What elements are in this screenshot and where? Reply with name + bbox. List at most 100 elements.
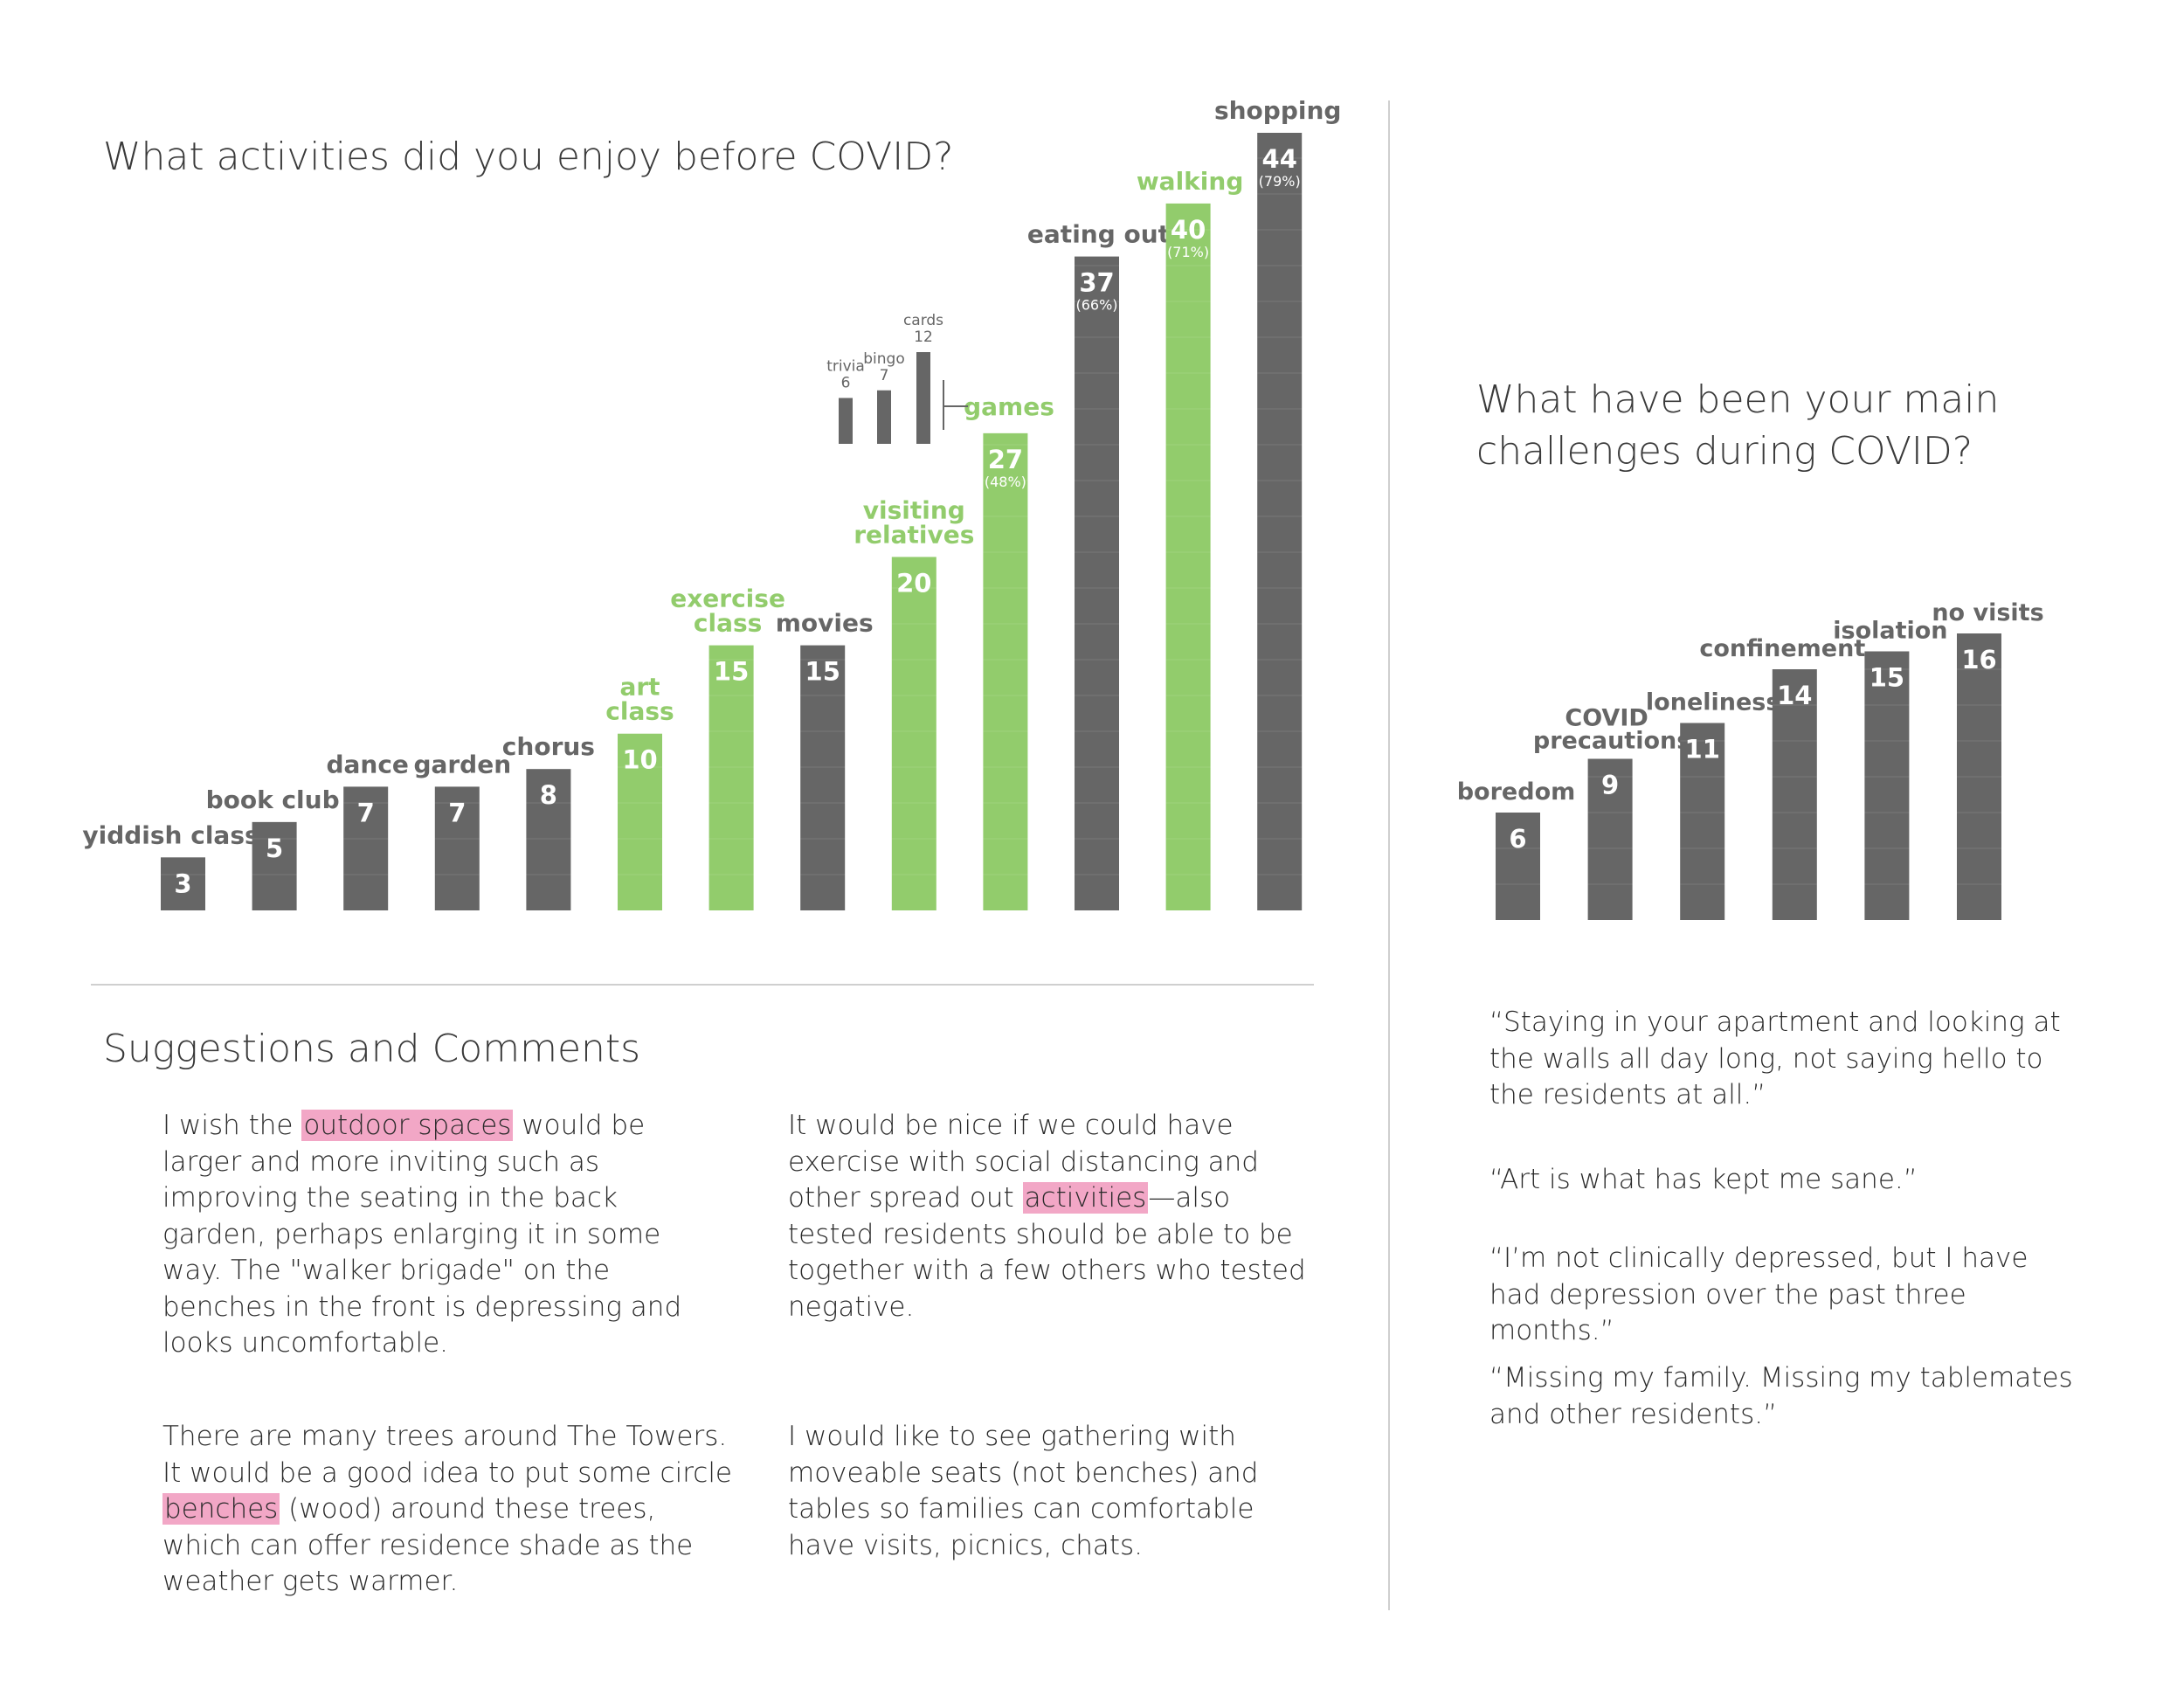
bar-group-dance: [343, 786, 389, 910]
challenge-label-covid-line1: COVID: [1565, 705, 1648, 732]
bar-group-eating-out: [1075, 256, 1119, 910]
quote-1: “Staying in your apartment and looking a…: [1489, 1007, 2061, 1110]
category-label-visiting-relatives-line2: relatives: [854, 520, 974, 549]
category-label-book-club: book club: [206, 785, 340, 814]
percent-label-shopping: (79%): [1259, 173, 1301, 190]
comment-text: It would be nice if we could have exerci…: [788, 1110, 1259, 1214]
games-sub-value-cards: 12: [914, 329, 933, 346]
quote-3: “I’m not clinically depressed, but I hav…: [1489, 1242, 2028, 1346]
chart2-title: What have been your main challenges duri…: [1476, 374, 1999, 478]
bar-yiddish-class: [161, 857, 205, 910]
challenge-value-boredom: 6: [1509, 824, 1526, 854]
challenge-bar-isolation: [1864, 651, 1910, 920]
horizontal-divider: [91, 984, 1314, 986]
highlighted-keyword: outdoor spaces: [301, 1110, 514, 1141]
category-label-art-class-line1: art: [619, 673, 660, 702]
comments-title: Suggestions and Comments: [103, 1027, 641, 1071]
comment-activities: It would be nice if we could have exerci…: [788, 1108, 1312, 1325]
value-label-eating-out: 37: [1079, 268, 1114, 298]
category-label-yiddish-class: yiddish class: [82, 820, 259, 849]
category-label-movies: movies: [776, 609, 874, 638]
value-label-visiting-relatives: 20: [896, 568, 931, 598]
value-label-art-class: 10: [622, 745, 657, 775]
challenge-bar-boredom: [1496, 813, 1540, 920]
value-label-yiddish-class: 3: [174, 868, 191, 898]
highlighted-keyword: activities: [1022, 1182, 1149, 1214]
bar-walking: [1165, 203, 1211, 911]
games-sub-bar-trivia: [839, 398, 853, 444]
bar-group-walking: [1165, 203, 1211, 911]
value-label-book-club: 5: [266, 834, 283, 863]
bar-art-class: [618, 733, 662, 910]
challenge-bar-group-confinement: [1772, 669, 1817, 920]
games-sub-value-trivia: 6: [841, 375, 851, 392]
challenge-label-confinement: confinement: [1699, 635, 1865, 662]
games-sub-label-trivia: trivia: [826, 358, 865, 376]
bar-dance: [343, 786, 389, 910]
category-label-games: games: [964, 392, 1054, 421]
category-label-chorus: chorus: [502, 732, 595, 761]
highlighted-keyword: benches: [162, 1493, 280, 1525]
bar-group-movies: [800, 645, 846, 910]
bar-shopping: [1257, 133, 1303, 910]
challenge-bar-group-isolation: [1864, 651, 1910, 920]
bar-movies: [800, 645, 846, 910]
games-sub-bar-cards: [916, 352, 930, 444]
bar-group-book-club: [252, 821, 297, 910]
category-label-visiting-relatives-line1: visiting: [863, 495, 965, 524]
vertical-divider: [1388, 100, 1390, 1610]
category-label-walking: walking: [1137, 167, 1244, 196]
bar-games: [983, 432, 1028, 910]
bar-group-art-class: [618, 733, 662, 910]
challenge-label-loneliness: loneliness: [1646, 689, 1780, 716]
comment-text: —also tested residents should be able to…: [788, 1182, 1306, 1323]
comment-benches: There are many trees around The Towers. …: [162, 1419, 739, 1601]
challenge-value-confinement: 14: [1777, 681, 1812, 710]
bar-exercise-class: [708, 645, 754, 910]
category-label-dance: dance: [326, 750, 408, 778]
bar-group-chorus: [526, 769, 571, 910]
quote-2: “Art is what has kept me sane.”: [1489, 1164, 1918, 1195]
chart1-title: What activities did you enjoy before COV…: [103, 135, 954, 179]
games-sub-label-bingo: bingo: [863, 350, 904, 368]
challenge-bar-no-visits: [1957, 633, 2001, 920]
challenge-label-no-visits: no visits: [1932, 599, 2043, 626]
bar-group-exercise-class: [708, 645, 754, 910]
bar-group-garden: [434, 786, 480, 910]
category-label-art-class-line2: class: [605, 697, 674, 726]
percent-label-games: (48%): [985, 474, 1026, 490]
comment-text: (wood) around these trees, which can off…: [162, 1493, 694, 1597]
challenge-value-isolation: 15: [1870, 663, 1904, 693]
quote-4: “Missing my family. Missing my tablemate…: [1489, 1362, 2073, 1430]
bar-group-games: [983, 432, 1028, 910]
bar-visiting-relatives: [891, 557, 936, 910]
challenge-value-covid-precautions: 9: [1601, 771, 1619, 800]
chart2-title-line2: challenges during COVID?: [1476, 429, 1973, 474]
category-label-exercise-class-line2: class: [694, 609, 762, 638]
challenge-label-isolation: isolation: [1833, 618, 1947, 645]
challenge-label-boredom: boredom: [1457, 778, 1576, 806]
percent-label-walking: (71%): [1167, 244, 1209, 260]
percent-label-eating-out: (66%): [1075, 297, 1117, 314]
comment-text: would be larger and more inviting such a…: [162, 1110, 682, 1359]
value-label-exercise-class: 15: [714, 657, 749, 687]
comment-outdoor-spaces: I wish the outdoor spaces would be large…: [162, 1108, 722, 1362]
bar-group-visiting-relatives: [891, 557, 936, 910]
bar-eating-out: [1075, 256, 1119, 910]
value-label-movies: 15: [805, 657, 840, 687]
category-label-eating-out: eating out: [1027, 220, 1170, 249]
challenge-bar-group-boredom: [1496, 813, 1540, 920]
value-label-walking: 40: [1171, 215, 1206, 245]
bar-chorus: [526, 769, 571, 910]
games-sub-value-bingo: 7: [880, 367, 889, 384]
challenge-bar-group-covid-precautions: [1587, 758, 1633, 920]
chart2-title-line1: What have been your main: [1476, 377, 2000, 422]
bar-garden: [434, 786, 480, 910]
challenge-bar-loneliness: [1680, 723, 1725, 920]
games-sub-bar-bingo: [877, 390, 891, 444]
comment-gathering: I would like to see gathering with movea…: [788, 1421, 1259, 1561]
value-label-shopping: 44: [1262, 144, 1297, 174]
challenge-bar-covid-precautions: [1587, 758, 1633, 920]
charts-canvas: 3 yiddish class 5 book club 7 dance 7 garden 8 ch…: [82, 96, 2044, 920]
challenge-bar-confinement: [1772, 669, 1817, 920]
